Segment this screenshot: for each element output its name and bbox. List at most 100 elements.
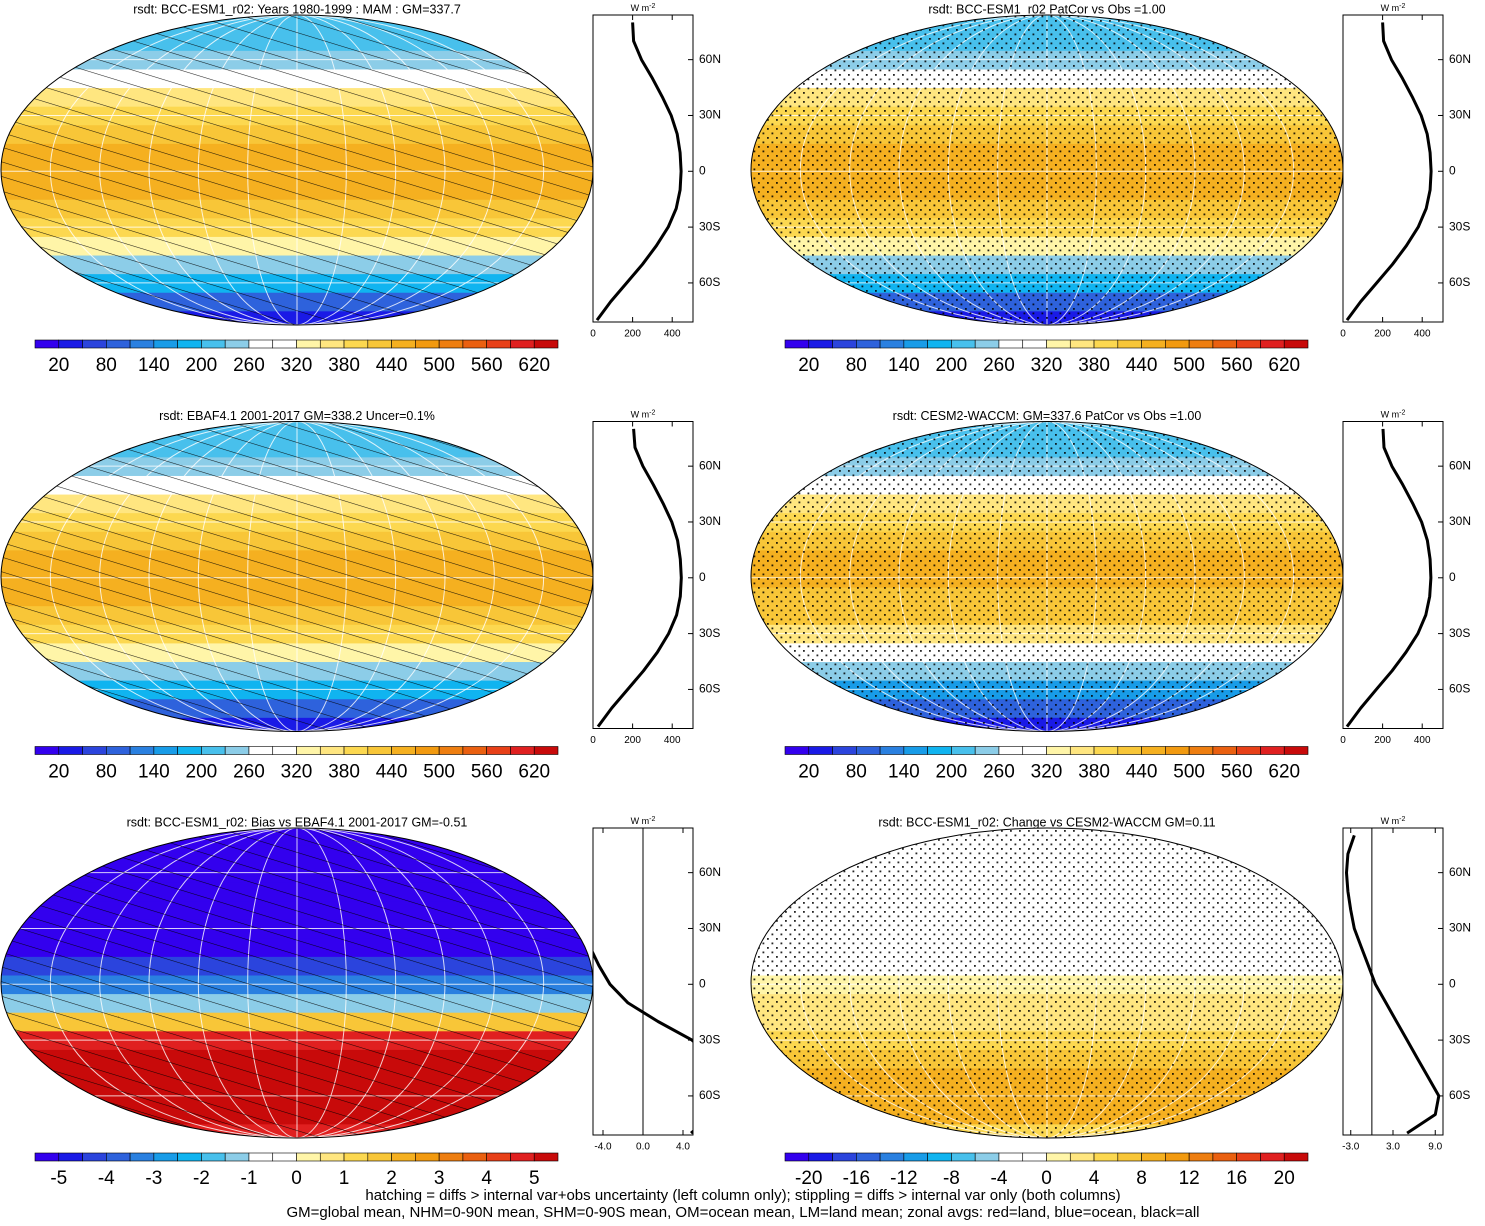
zonal-frame — [1342, 14, 1444, 323]
colorbar-box — [1046, 746, 1071, 755]
colorbar-box — [391, 339, 416, 349]
y-tick-label: 30S — [1449, 1032, 1470, 1046]
colorbar-box — [129, 1152, 155, 1162]
unit-exp: -2 — [1399, 816, 1405, 823]
colorbar-box — [486, 339, 511, 349]
colorbar-label: 320 — [1031, 762, 1063, 783]
colorbar-box — [82, 1152, 107, 1162]
colorbar-label: 440 — [376, 762, 408, 783]
colorbar-box — [974, 339, 1000, 349]
colorbar-box — [343, 1152, 369, 1162]
colorbar-box — [129, 746, 155, 755]
colorbar-label: -3 — [145, 1168, 162, 1189]
colorbar-box — [903, 1152, 928, 1162]
y-tick-label: 0 — [699, 976, 706, 990]
colorbar-box — [974, 1152, 1000, 1162]
colorbar-label: 500 — [1173, 355, 1205, 376]
colorbar-box — [879, 746, 905, 755]
x-tick-label: 200 — [624, 735, 641, 746]
colorbar-box — [784, 1152, 810, 1162]
x-tick-label: 200 — [624, 329, 641, 340]
colorbar-label: 5 — [529, 1168, 540, 1189]
colorbar-label: 20 — [798, 762, 819, 783]
colorbar-label: 260 — [983, 355, 1015, 376]
colorbar-label: -12 — [890, 1168, 917, 1189]
colorbar-box — [438, 339, 464, 349]
colorbar-box — [1117, 746, 1142, 755]
colorbar-box — [998, 746, 1024, 755]
colorbar-box — [462, 1152, 487, 1162]
colorbar-box — [153, 1152, 178, 1162]
colorbar-label: 140 — [888, 762, 920, 783]
colorbar-box — [34, 746, 60, 755]
colorbar-box — [533, 746, 559, 755]
y-tick-label: 60S — [1449, 275, 1470, 289]
colorbar-label: 380 — [1078, 762, 1110, 783]
colorbar-box — [1283, 339, 1309, 349]
colorbar-box — [201, 339, 226, 349]
colorbar-box — [438, 1152, 464, 1162]
colorbar-box — [272, 1152, 297, 1162]
colorbar-box — [510, 1152, 535, 1162]
overlay-pattern — [1, 421, 593, 732]
colorbar-box — [784, 339, 810, 349]
y-tick-label: 30N — [699, 514, 721, 528]
colorbar-box — [106, 1152, 131, 1162]
map — [1, 421, 593, 732]
colorbar-label: 260 — [983, 762, 1015, 783]
colorbar-label: 560 — [1221, 762, 1253, 783]
colorbar-label: 440 — [1126, 762, 1158, 783]
footer-note: GM=global mean, NHM=0-90N mean, SHM=0-90… — [286, 1204, 1199, 1221]
unit-exp: -2 — [1399, 3, 1405, 10]
x-tick-label: 0 — [590, 329, 596, 340]
colorbar-label: 500 — [423, 762, 455, 783]
colorbar-box — [34, 339, 60, 349]
colorbar-label: 320 — [281, 762, 313, 783]
colorbar-box — [808, 746, 833, 755]
x-tick-label: 400 — [1414, 735, 1431, 746]
colorbar-box — [1165, 746, 1190, 755]
colorbar-box — [1212, 1152, 1237, 1162]
colorbar-box — [1283, 1152, 1309, 1162]
colorbar-box — [832, 746, 857, 755]
y-tick-label: 30N — [1449, 108, 1471, 122]
x-tick-label: 0 — [590, 735, 596, 746]
colorbar-box — [391, 1152, 416, 1162]
colorbar-label: 440 — [1126, 355, 1158, 376]
colorbar-box — [1283, 746, 1309, 755]
x-tick-label: 400 — [1414, 329, 1431, 340]
colorbar-box — [462, 746, 487, 755]
colorbar-box — [106, 746, 131, 755]
y-tick-label: 30N — [1449, 514, 1471, 528]
y-tick-label: 0 — [1449, 163, 1456, 177]
x-tick-label: 4.0 — [676, 1142, 690, 1153]
unit-exp: -2 — [649, 3, 655, 10]
overlay-pattern — [751, 15, 1343, 325]
colorbar-box — [927, 339, 952, 349]
unit-label: W m-2 — [631, 3, 656, 14]
colorbar-label: 620 — [518, 355, 550, 376]
colorbar-box — [1188, 339, 1214, 349]
colorbar-label: 0 — [1041, 1168, 1052, 1189]
colorbar-box — [248, 746, 274, 755]
colorbar-box — [415, 339, 440, 349]
colorbar-box — [903, 746, 928, 755]
panel-title: rsdt: EBAF4.1 2001-2017 GM=338.2 Uncer=0… — [159, 409, 435, 423]
y-tick-label: 60S — [699, 682, 720, 696]
x-tick-label: -4.0 — [594, 1142, 612, 1153]
colorbar-label: -16 — [843, 1168, 870, 1189]
y-tick-label: 30S — [699, 626, 720, 640]
y-tick-label: 60N — [699, 52, 721, 66]
colorbar-box — [533, 1152, 559, 1162]
colorbar-box — [1236, 339, 1261, 349]
colorbar-box — [462, 339, 487, 349]
colorbar-box — [415, 1152, 440, 1162]
colorbar-box — [974, 746, 1000, 755]
colorbar-box — [177, 746, 202, 755]
y-tick-label: 30N — [699, 108, 721, 122]
colorbar-box — [856, 746, 881, 755]
colorbar-box — [106, 339, 131, 349]
colorbar-box — [998, 339, 1024, 349]
unit-base: W m — [631, 3, 650, 13]
colorbar-label: 440 — [376, 355, 408, 376]
